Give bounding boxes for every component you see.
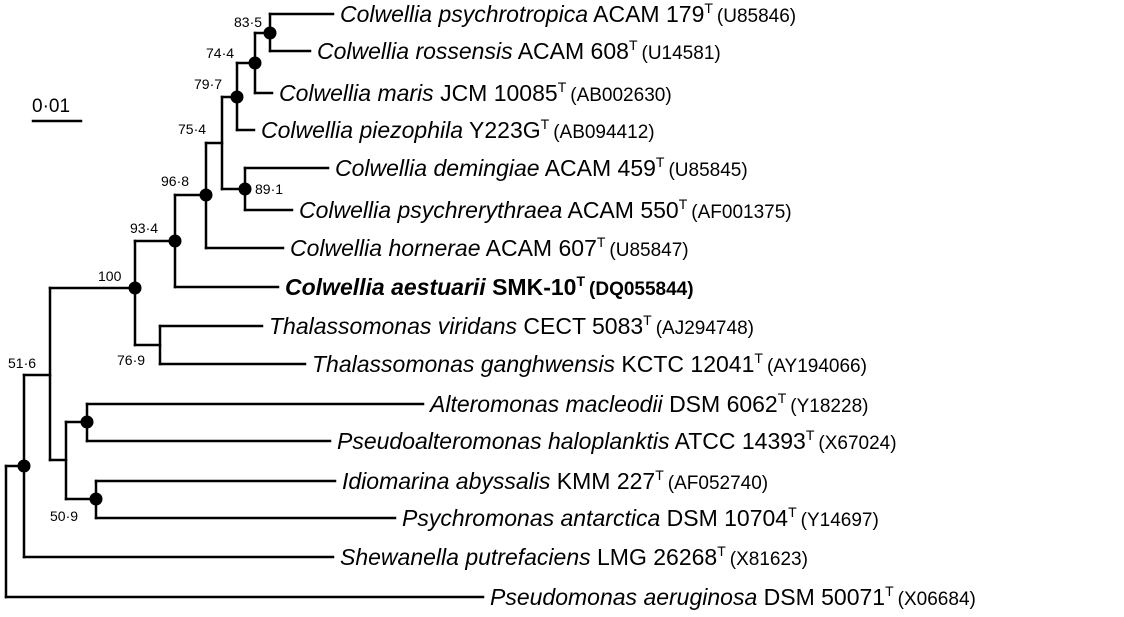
taxon-label: Psychromonas antarctica DSM 10704T (Y1469…	[402, 504, 879, 531]
bootstrap-value: 93·4	[130, 220, 158, 236]
node-dot	[248, 56, 262, 70]
node-dot	[89, 492, 103, 506]
bootstrap-value: 50·9	[50, 508, 78, 524]
node-dot	[168, 234, 182, 248]
node-dot	[128, 281, 142, 295]
taxon-label: Colwellia psychrotropica ACAM 179T (U8584…	[340, 0, 796, 27]
taxon-label: Colwellia rossensis ACAM 608T (U14581)	[317, 37, 721, 64]
taxon-label: Pseudoalteromonas haloplanktis ATCC 1439…	[337, 427, 897, 454]
scale-bar: 0·01	[31, 96, 83, 123]
taxon-label: Shewanella putrefaciens LMG 26268T (X8162…	[340, 543, 808, 570]
node-dot	[238, 182, 252, 196]
tree-nodes	[17, 26, 277, 506]
bootstrap-value: 75·4	[178, 121, 206, 137]
taxon-label-highlighted: Colwellia aestuarii SMK-10T (DQ055844)	[285, 273, 694, 300]
bootstrap-value: 96·8	[161, 173, 189, 189]
node-dot	[263, 26, 277, 40]
node-dot	[199, 188, 213, 202]
scale-bar-label: 0·01	[32, 96, 70, 117]
bootstrap-value: 100	[98, 268, 122, 284]
node-dot	[230, 90, 244, 104]
taxon-label: Pseudomonas aeruginosa DSM 50071T (X06684…	[490, 583, 976, 610]
bootstrap-values: 83·5 74·4 79·7 75·4 89·1 96·8 93·4 100 7…	[8, 14, 283, 524]
bootstrap-value: 79·7	[194, 76, 222, 92]
taxon-label: Thalassomonas ganghwensis KCTC 12041T (AY…	[312, 350, 867, 377]
taxon-label: Colwellia hornerae ACAM 607T (U85847)	[290, 234, 689, 261]
bootstrap-value: 89·1	[255, 181, 283, 197]
taxon-label: Colwellia maris JCM 10085T (AB002630)	[279, 79, 672, 106]
taxon-label: Idiomarina abyssalis KMM 227T (AF052740)	[342, 467, 768, 494]
bootstrap-value: 83·5	[234, 14, 262, 30]
node-dot	[17, 459, 31, 473]
taxon-label: Thalassomonas viridans CECT 5083T (AJ2947…	[269, 312, 754, 339]
bootstrap-value: 74·4	[206, 45, 234, 61]
bootstrap-value: 51·6	[8, 355, 36, 371]
bootstrap-value: 76·9	[117, 352, 145, 368]
node-dot	[80, 415, 94, 429]
taxon-label: Colwellia piezophila Y223GT (AB094412)	[261, 116, 655, 143]
tree-branches	[4, 12, 485, 599]
taxon-label: Colwellia psychrerythraea ACAM 550T (AF00…	[299, 196, 792, 223]
taxon-label: Colwellia demingiae ACAM 459T (U85845)	[335, 154, 748, 181]
taxon-labels: Colwellia psychrotropica ACAM 179T (U8584…	[261, 0, 976, 610]
taxon-label: Alteromonas macleodii DSM 6062T (Y18228)	[428, 390, 868, 417]
